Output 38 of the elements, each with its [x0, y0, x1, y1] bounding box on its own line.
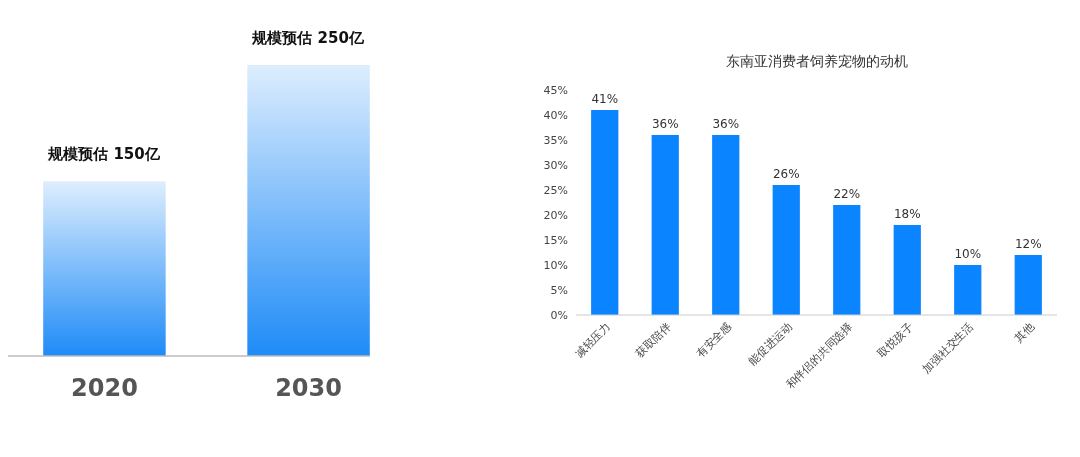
x-tick-label: 减轻压力 — [572, 320, 613, 361]
data-label: 36% — [651, 117, 679, 131]
y-tick-label: 30% — [543, 159, 568, 172]
data-label: 10% — [954, 247, 982, 261]
bar — [893, 225, 921, 315]
data-label: 22% — [833, 187, 861, 201]
x-tick-label: 获取陪伴 — [633, 320, 674, 361]
data-label: 18% — [893, 207, 921, 221]
bar — [1014, 255, 1042, 315]
bar — [651, 135, 679, 315]
y-tick-label: 25% — [543, 184, 568, 197]
bar — [591, 110, 619, 315]
y-tick-label: 20% — [543, 209, 568, 222]
x-tick-label: 2020 — [71, 374, 138, 402]
y-tick-label: 0% — [550, 309, 568, 322]
chart-title: 东南亚消费者饲养宠物的动机 — [725, 53, 908, 69]
data-label: 12% — [1014, 237, 1042, 251]
x-tick-label: 能促进运动 — [746, 320, 795, 369]
y-tick-label: 40% — [543, 109, 568, 122]
data-label: 41% — [591, 92, 619, 106]
data-label: 36% — [712, 117, 740, 131]
data-label: 规模预估 150亿 — [47, 145, 161, 164]
data-label: 26% — [772, 167, 800, 181]
x-tick-label: 其他 — [1011, 320, 1037, 345]
x-tick-label: 有安全感 — [693, 320, 734, 361]
y-tick-label: 5% — [550, 284, 568, 297]
x-tick-label: 2030 — [275, 374, 342, 402]
data-label: 规模预估 250亿 — [251, 29, 365, 47]
y-tick-label: 45% — [543, 84, 568, 97]
x-tick-label: 取悦孩子 — [875, 320, 916, 361]
bar — [712, 135, 740, 315]
x-tick-label: 加强社交生活 — [920, 320, 976, 376]
y-tick-label: 10% — [543, 259, 568, 272]
y-tick-label: 15% — [543, 234, 568, 247]
bar — [833, 205, 861, 315]
bar — [772, 185, 800, 315]
bar — [954, 265, 982, 315]
y-tick-label: 35% — [543, 134, 568, 147]
